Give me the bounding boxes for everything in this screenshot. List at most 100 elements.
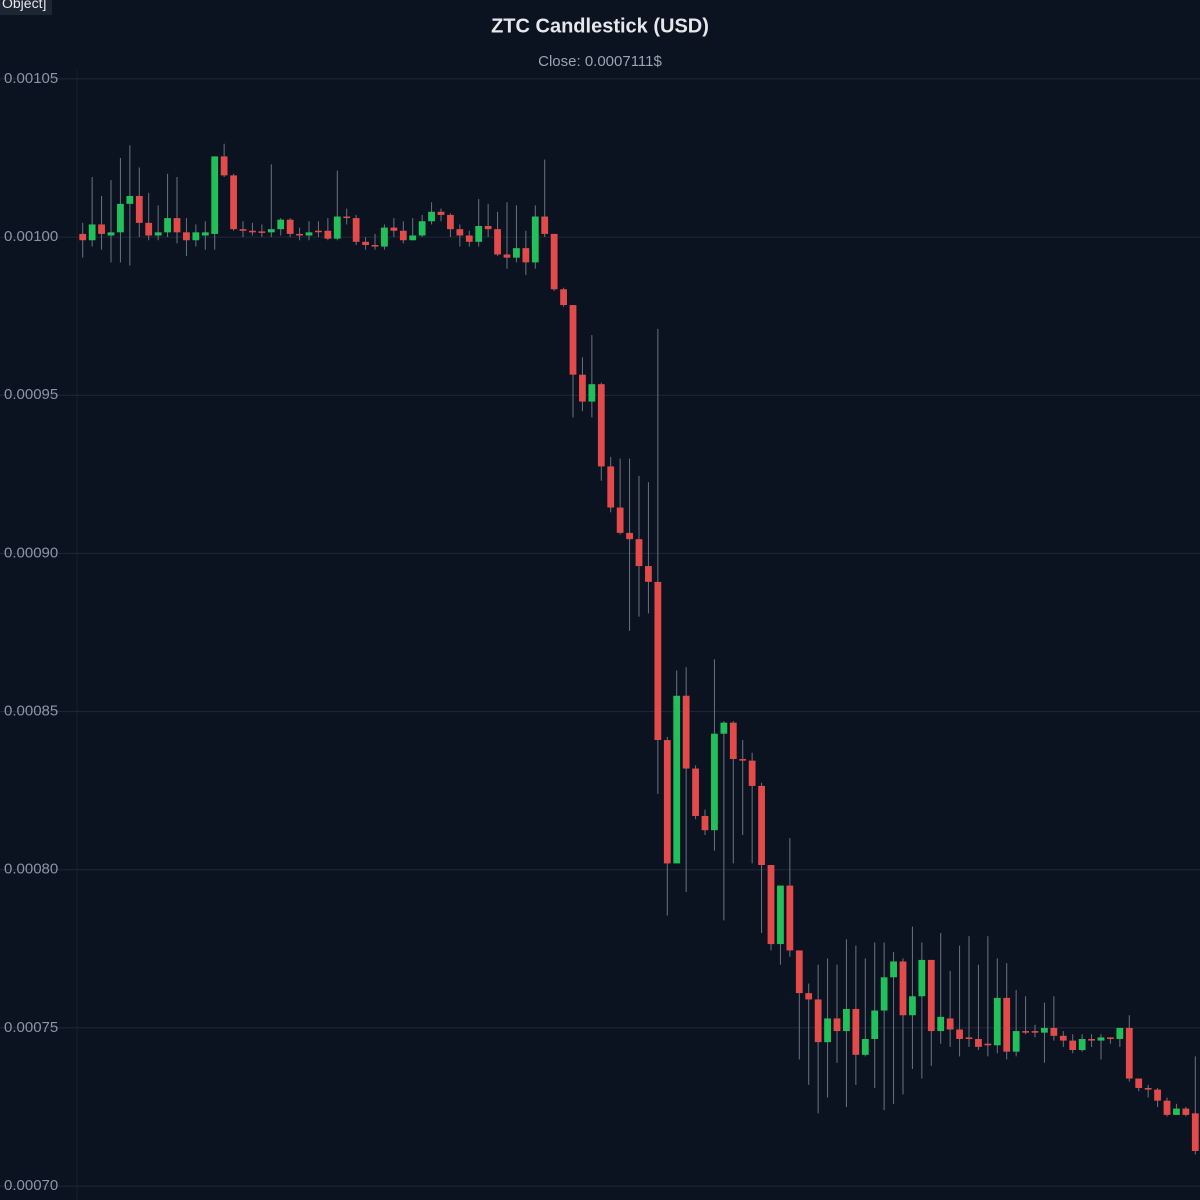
candle-body bbox=[286, 219, 294, 234]
candle-body bbox=[1059, 1035, 1067, 1041]
candle-body bbox=[786, 885, 794, 951]
candle-body bbox=[626, 532, 633, 540]
candle-body bbox=[654, 581, 662, 741]
candle-body bbox=[616, 507, 624, 533]
candle-body bbox=[729, 722, 737, 760]
candle-body bbox=[984, 1043, 992, 1046]
candle-body bbox=[1163, 1100, 1171, 1115]
candle-body bbox=[475, 226, 483, 242]
candle-body bbox=[1107, 1037, 1114, 1039]
candle-body bbox=[183, 232, 190, 241]
candle-body bbox=[154, 232, 162, 236]
candle-body bbox=[447, 214, 454, 230]
candle-body bbox=[98, 224, 105, 234]
chart-title: ZTC Candlestick (USD) bbox=[491, 15, 709, 37]
candle-body bbox=[173, 218, 181, 233]
candle-body bbox=[1154, 1089, 1161, 1101]
candle-body bbox=[1097, 1037, 1105, 1041]
candle-body bbox=[843, 1008, 850, 1032]
candle-body bbox=[277, 219, 285, 230]
candle-body bbox=[890, 961, 897, 978]
candle-body bbox=[513, 248, 520, 258]
candle-body bbox=[1050, 1027, 1058, 1036]
candle-body bbox=[258, 231, 266, 233]
candle-body bbox=[899, 961, 907, 1016]
candle-body bbox=[1031, 1031, 1039, 1033]
candle-body bbox=[588, 384, 596, 402]
candle-body bbox=[975, 1038, 982, 1047]
candle-body bbox=[390, 227, 398, 231]
candle-body bbox=[371, 244, 379, 247]
candle-body bbox=[296, 233, 303, 236]
candle-body bbox=[503, 254, 511, 258]
candle-body bbox=[465, 235, 473, 242]
candle-body bbox=[1069, 1040, 1077, 1051]
candle-body bbox=[220, 156, 228, 176]
candle-body bbox=[927, 959, 935, 1032]
candle-body bbox=[145, 222, 153, 236]
candle-body bbox=[777, 885, 784, 945]
candle-body bbox=[673, 695, 681, 864]
candle-body bbox=[201, 232, 209, 236]
candle-body bbox=[343, 216, 351, 219]
candle-body bbox=[409, 235, 417, 241]
candle-body bbox=[795, 950, 803, 994]
candle-body bbox=[267, 229, 275, 233]
candle-body bbox=[1135, 1078, 1143, 1089]
candle-body bbox=[569, 305, 577, 375]
candle-body bbox=[164, 218, 171, 233]
candle-body bbox=[239, 229, 247, 231]
candle-body bbox=[88, 224, 96, 241]
candle-body bbox=[965, 1037, 973, 1039]
candle-body bbox=[305, 232, 313, 236]
candle-body bbox=[1088, 1038, 1095, 1041]
candle-body bbox=[484, 226, 492, 230]
candle-body bbox=[909, 996, 916, 1016]
candle-body bbox=[956, 1029, 963, 1039]
candle-body bbox=[946, 1018, 954, 1030]
candle-body bbox=[135, 195, 143, 223]
candle-body bbox=[682, 695, 690, 769]
candle-body bbox=[739, 759, 747, 761]
candle-body bbox=[1116, 1027, 1124, 1039]
candle-body bbox=[381, 227, 388, 247]
candle-body bbox=[428, 211, 435, 222]
candle-body bbox=[607, 466, 615, 508]
candle-body bbox=[117, 203, 124, 233]
candle-body bbox=[79, 233, 87, 241]
candle-body bbox=[720, 722, 728, 734]
candle-body bbox=[861, 1038, 869, 1055]
candle-body bbox=[635, 539, 643, 567]
y-tick-label: 0.00090 bbox=[4, 544, 58, 561]
candle-body bbox=[645, 566, 652, 582]
y-tick-label: 0.00075 bbox=[4, 1019, 58, 1036]
candle-body bbox=[814, 999, 822, 1043]
candle-body bbox=[692, 768, 699, 816]
candle-body bbox=[126, 195, 134, 204]
y-tick-label: 0.00095 bbox=[4, 386, 58, 403]
candle-body bbox=[541, 216, 549, 234]
candle-body bbox=[871, 1010, 879, 1039]
candle-body bbox=[1125, 1027, 1133, 1079]
candle-body bbox=[1003, 997, 1011, 1052]
candle-body bbox=[852, 1008, 860, 1055]
y-tick-label: 0.00085 bbox=[4, 703, 58, 720]
candle-body bbox=[748, 760, 756, 786]
candle-body bbox=[494, 229, 501, 255]
candle-body bbox=[701, 815, 709, 831]
candle-body bbox=[456, 229, 464, 236]
candle-body bbox=[324, 230, 332, 239]
candle-body bbox=[937, 1016, 945, 1032]
y-tick-label: 0.00100 bbox=[4, 228, 58, 245]
candle-body bbox=[550, 233, 558, 290]
candle-body bbox=[531, 216, 539, 263]
candle-body bbox=[315, 230, 322, 233]
candle-body bbox=[663, 740, 671, 864]
candle-body bbox=[1012, 1031, 1020, 1052]
candle-body bbox=[1078, 1038, 1086, 1051]
candle-body bbox=[597, 384, 605, 467]
candle-body bbox=[362, 241, 369, 245]
candle-body bbox=[192, 232, 200, 241]
